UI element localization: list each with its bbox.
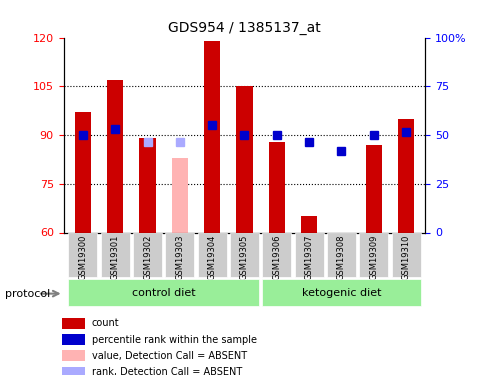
Text: GSM19306: GSM19306 [272,235,281,280]
Title: GDS954 / 1385137_at: GDS954 / 1385137_at [168,21,320,35]
FancyBboxPatch shape [68,279,259,306]
Bar [268,141,285,232]
FancyBboxPatch shape [262,233,291,277]
Bar [61,367,85,375]
FancyBboxPatch shape [101,233,129,277]
Text: GSM19301: GSM19301 [111,235,120,280]
Text: GSM19304: GSM19304 [207,235,216,280]
Bar [61,350,85,361]
Text: GSM19308: GSM19308 [336,235,345,280]
FancyBboxPatch shape [391,233,420,277]
FancyBboxPatch shape [294,233,323,277]
Text: rank, Detection Call = ABSENT: rank, Detection Call = ABSENT [92,367,242,375]
FancyBboxPatch shape [68,233,97,277]
Text: GSM19307: GSM19307 [304,235,313,280]
Bar [61,318,85,329]
Text: GSM19309: GSM19309 [368,235,377,280]
Text: ketogenic diet: ketogenic diet [301,288,381,297]
Bar [75,112,91,232]
FancyBboxPatch shape [359,233,387,277]
Text: GSM19302: GSM19302 [143,235,152,280]
FancyBboxPatch shape [133,233,162,277]
Text: control diet: control diet [132,288,195,297]
FancyBboxPatch shape [197,233,226,277]
FancyBboxPatch shape [165,233,194,277]
FancyBboxPatch shape [262,279,420,306]
FancyBboxPatch shape [229,233,259,277]
Bar [203,41,220,232]
Text: count: count [92,318,119,328]
Bar [397,119,413,232]
Text: protocol: protocol [5,290,50,299]
Text: GSM19303: GSM19303 [175,235,184,280]
Bar [61,334,85,345]
Text: percentile rank within the sample: percentile rank within the sample [92,334,256,345]
Bar [365,145,381,232]
Bar [107,80,123,232]
Text: value, Detection Call = ABSENT: value, Detection Call = ABSENT [92,351,246,361]
Bar [171,158,187,232]
Text: GSM19310: GSM19310 [401,235,410,280]
Text: GSM19305: GSM19305 [240,235,248,280]
FancyBboxPatch shape [326,233,355,277]
Bar [301,216,317,232]
Text: GSM19300: GSM19300 [78,235,87,280]
Bar [139,138,155,232]
Bar [236,86,252,232]
